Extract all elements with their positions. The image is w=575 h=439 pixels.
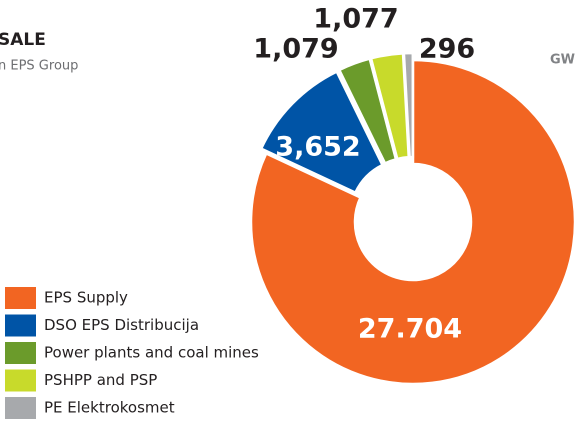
legend-swatch	[5, 314, 36, 337]
chart-title: SALE	[0, 30, 46, 50]
value-label: 296	[419, 34, 475, 65]
legend-swatch	[5, 369, 36, 392]
legend-label: DSO EPS Distribucija	[44, 316, 199, 334]
value-label: 1,079	[253, 34, 338, 65]
donut-slice	[402, 51, 415, 159]
legend-label: PSHPP and PSP	[44, 371, 157, 389]
chart-subtitle: n EPS Group	[0, 59, 78, 74]
legend-label: PE Elektrokosmet	[44, 399, 175, 417]
legend-swatch	[5, 397, 36, 419]
value-label: 3,652	[275, 132, 360, 163]
donut-slice	[259, 69, 385, 195]
legend-label: Power plants and coal mines	[44, 344, 259, 362]
donut-slice	[337, 57, 398, 166]
value-label: 1,077	[313, 4, 398, 35]
value-label: 27.704	[358, 314, 462, 345]
legend-swatch	[5, 342, 36, 364]
legend-swatch	[5, 287, 36, 309]
unit-label: GW	[550, 53, 575, 68]
legend-label: EPS Supply	[44, 289, 128, 307]
donut-slice	[249, 58, 575, 386]
